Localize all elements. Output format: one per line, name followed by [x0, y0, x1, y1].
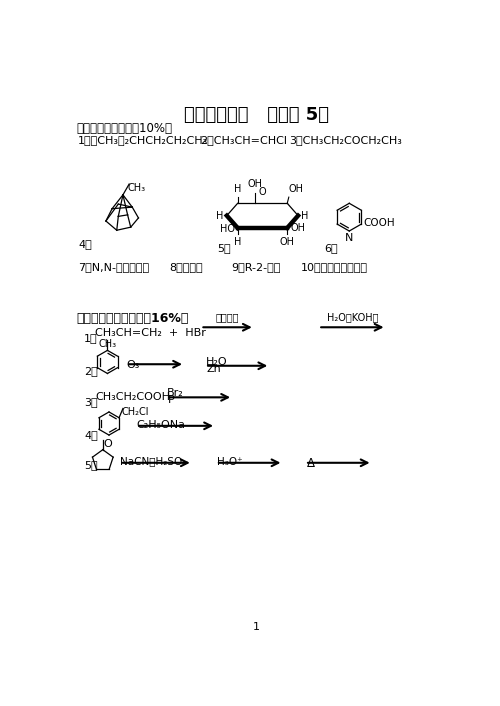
Text: Δ: Δ — [306, 457, 314, 469]
Text: H₂O（KOH）: H₂O（KOH） — [326, 312, 378, 322]
Text: 4、: 4、 — [84, 430, 98, 440]
Text: CH₃: CH₃ — [98, 339, 116, 349]
Text: H₂O: H₂O — [206, 357, 228, 367]
Text: 5、: 5、 — [218, 243, 231, 253]
Text: OH: OH — [289, 184, 304, 194]
Text: 5、: 5、 — [84, 460, 98, 470]
Text: 9、R-2-丁醇: 9、R-2-丁醇 — [232, 262, 281, 272]
Text: 一、命名或写结构（10%）: 一、命名或写结构（10%） — [76, 121, 172, 135]
Text: O: O — [258, 187, 266, 197]
Text: 1: 1 — [253, 622, 260, 632]
Text: O₃: O₃ — [126, 359, 140, 370]
Text: 昆明理工大学   试卷（ 5）: 昆明理工大学 试卷（ 5） — [184, 107, 329, 124]
Text: CH₃CH=CH₂  +  HBr: CH₃CH=CH₂ + HBr — [95, 328, 206, 338]
Text: HO: HO — [220, 225, 234, 234]
Text: 4、: 4、 — [78, 239, 92, 249]
Text: 10、甲基叔丁基乙炔: 10、甲基叔丁基乙炔 — [301, 262, 368, 272]
Text: NaCN，H₂SO₄: NaCN，H₂SO₄ — [120, 457, 186, 467]
Text: COOH: COOH — [364, 217, 396, 227]
Text: OH: OH — [280, 237, 295, 247]
Text: CH₂Cl: CH₂Cl — [122, 407, 149, 417]
Text: 2、CH₃CH=CHCl: 2、CH₃CH=CHCl — [200, 135, 288, 145]
Text: H: H — [234, 184, 241, 194]
Text: C₂H₅ONa: C₂H₅ONa — [136, 419, 185, 430]
Text: 过氧化物: 过氧化物 — [216, 312, 240, 322]
Text: 1、（CH₃）₂CHCH₂CH₂CH₃: 1、（CH₃）₂CHCH₂CH₂CH₃ — [78, 135, 208, 145]
Text: Zn: Zn — [206, 364, 222, 374]
Text: Br₂: Br₂ — [167, 388, 184, 398]
Text: 1、: 1、 — [84, 333, 98, 342]
Text: H: H — [216, 210, 224, 220]
Text: 3、: 3、 — [84, 397, 98, 407]
Text: OH: OH — [247, 179, 262, 189]
Text: 二、完成下列反应式（16%）: 二、完成下列反应式（16%） — [76, 312, 189, 325]
Text: O: O — [104, 439, 112, 449]
Text: 6、: 6、 — [324, 243, 338, 253]
Text: H₃O⁺: H₃O⁺ — [218, 457, 243, 467]
Text: 3、CH₃CH₂COCH₂CH₃: 3、CH₃CH₂COCH₂CH₃ — [289, 135, 402, 145]
Text: OH: OH — [290, 223, 306, 233]
Text: H: H — [234, 237, 241, 247]
Text: 2、: 2、 — [84, 366, 98, 376]
Text: H: H — [301, 210, 308, 220]
Text: CH₃CH₂COOH: CH₃CH₂COOH — [95, 392, 170, 402]
Text: 7、N,N-二甲基苯胺: 7、N,N-二甲基苯胺 — [78, 262, 149, 272]
Text: N: N — [345, 233, 354, 244]
Text: P: P — [168, 395, 174, 405]
Text: 8、水杨酸: 8、水杨酸 — [170, 262, 203, 272]
Text: CH₃: CH₃ — [128, 183, 146, 193]
